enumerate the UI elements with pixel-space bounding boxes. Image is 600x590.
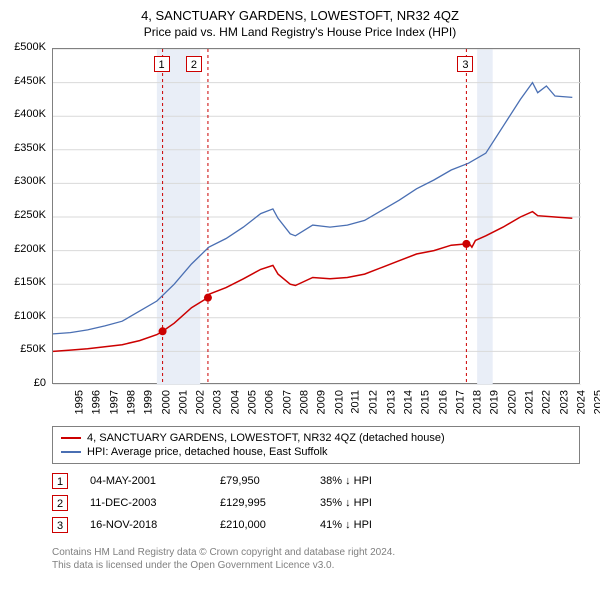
x-tick-label: 2015 xyxy=(420,390,432,414)
x-tick-label: 2006 xyxy=(264,390,276,414)
x-tick-label: 2005 xyxy=(247,390,259,414)
x-tick-label: 2002 xyxy=(195,390,207,414)
x-tick-label: 2014 xyxy=(402,390,414,414)
y-tick-label: £150K xyxy=(0,276,46,288)
y-tick-label: £300K xyxy=(0,175,46,187)
transaction-marker: 3 xyxy=(52,517,68,533)
legend-swatch xyxy=(61,437,81,439)
legend-item: HPI: Average price, detached house, East… xyxy=(61,445,571,459)
x-tick-label: 2010 xyxy=(333,390,345,414)
x-tick-label: 2008 xyxy=(299,390,311,414)
y-tick-label: £100K xyxy=(0,310,46,322)
y-tick-label: £500K xyxy=(0,41,46,53)
y-tick-label: £400K xyxy=(0,108,46,120)
legend-swatch xyxy=(61,451,81,453)
x-tick-label: 1998 xyxy=(125,390,137,414)
footer-line-1: Contains HM Land Registry data © Crown c… xyxy=(52,546,395,559)
x-tick-label: 2018 xyxy=(472,390,484,414)
x-tick-label: 2009 xyxy=(316,390,328,414)
x-tick-label: 2017 xyxy=(454,390,466,414)
callout-marker: 1 xyxy=(154,56,170,72)
transaction-date: 16-NOV-2018 xyxy=(90,519,220,531)
y-tick-label: £250K xyxy=(0,209,46,221)
transaction-pct: 35% ↓ HPI xyxy=(320,497,372,509)
chart-subtitle: Price paid vs. HM Land Registry's House … xyxy=(0,23,600,43)
y-tick-label: £50K xyxy=(0,343,46,355)
y-tick-label: £0 xyxy=(0,377,46,389)
x-tick-label: 2003 xyxy=(212,390,224,414)
x-tick-label: 2001 xyxy=(177,390,189,414)
x-tick-label: 2023 xyxy=(558,390,570,414)
transaction-price: £79,950 xyxy=(220,475,320,487)
callout-marker: 3 xyxy=(457,56,473,72)
footer-line-2: This data is licensed under the Open Gov… xyxy=(52,559,395,572)
transaction-price: £210,000 xyxy=(220,519,320,531)
transaction-row: 2 11-DEC-2003£129,99535% ↓ HPI xyxy=(52,492,580,514)
x-tick-label: 2020 xyxy=(506,390,518,414)
transaction-marker: 1 xyxy=(52,473,68,489)
x-tick-label: 2000 xyxy=(160,390,172,414)
chart-title: 4, SANCTUARY GARDENS, LOWESTOFT, NR32 4Q… xyxy=(0,0,600,23)
x-tick-label: 2004 xyxy=(229,390,241,414)
plot-area xyxy=(52,48,580,384)
transaction-date: 04-MAY-2001 xyxy=(90,475,220,487)
x-tick-label: 1995 xyxy=(73,390,85,414)
callout-marker: 2 xyxy=(186,56,202,72)
transaction-row: 1 04-MAY-2001£79,95038% ↓ HPI xyxy=(52,470,580,492)
legend-label: HPI: Average price, detached house, East… xyxy=(87,446,328,458)
transaction-price: £129,995 xyxy=(220,497,320,509)
transaction-date: 11-DEC-2003 xyxy=(90,497,220,509)
x-tick-label: 1997 xyxy=(108,390,120,414)
x-tick-label: 2011 xyxy=(350,390,362,414)
transaction-pct: 41% ↓ HPI xyxy=(320,519,372,531)
x-tick-label: 2025 xyxy=(593,390,600,414)
footer-attribution: Contains HM Land Registry data © Crown c… xyxy=(52,546,395,572)
legend-label: 4, SANCTUARY GARDENS, LOWESTOFT, NR32 4Q… xyxy=(87,432,445,444)
transaction-pct: 38% ↓ HPI xyxy=(320,475,372,487)
x-tick-label: 1999 xyxy=(143,390,155,414)
legend-item: 4, SANCTUARY GARDENS, LOWESTOFT, NR32 4Q… xyxy=(61,431,571,445)
x-tick-label: 2013 xyxy=(385,390,397,414)
x-tick-label: 2024 xyxy=(576,390,588,414)
y-tick-label: £450K xyxy=(0,75,46,87)
y-tick-label: £200K xyxy=(0,243,46,255)
y-tick-label: £350K xyxy=(0,142,46,154)
transaction-marker: 2 xyxy=(52,495,68,511)
x-tick-label: 2019 xyxy=(489,390,501,414)
x-tick-label: 2007 xyxy=(281,390,293,414)
chart-container: 4, SANCTUARY GARDENS, LOWESTOFT, NR32 4Q… xyxy=(0,0,600,590)
legend: 4, SANCTUARY GARDENS, LOWESTOFT, NR32 4Q… xyxy=(52,426,580,464)
x-tick-label: 1996 xyxy=(91,390,103,414)
transactions-list: 1 04-MAY-2001£79,95038% ↓ HPI 2 11-DEC-2003… xyxy=(52,470,580,536)
x-tick-label: 2016 xyxy=(437,390,449,414)
x-tick-label: 2022 xyxy=(541,390,553,414)
x-tick-label: 2021 xyxy=(524,390,536,414)
x-tick-label: 2012 xyxy=(368,390,380,414)
transaction-row: 3 16-NOV-2018£210,00041% ↓ HPI xyxy=(52,514,580,536)
